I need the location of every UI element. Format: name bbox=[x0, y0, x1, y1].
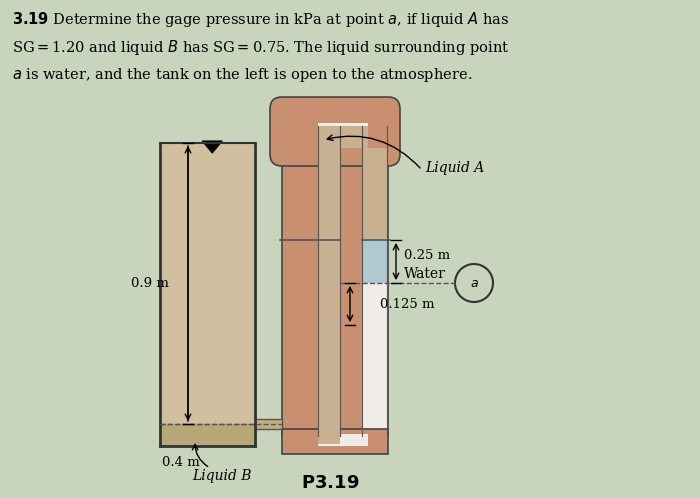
Bar bbox=[318, 148, 340, 436]
Text: 0.4 m: 0.4 m bbox=[162, 456, 200, 469]
Bar bbox=[282, 148, 340, 436]
Text: Water: Water bbox=[404, 266, 446, 280]
Bar bbox=[160, 143, 255, 446]
Bar bbox=[362, 148, 386, 436]
Text: 0.25 m: 0.25 m bbox=[404, 249, 450, 262]
Text: $a$ is water, and the tank on the left is open to the atmosphere.: $a$ is water, and the tank on the left i… bbox=[12, 66, 472, 84]
Text: $a$: $a$ bbox=[470, 276, 478, 289]
FancyBboxPatch shape bbox=[270, 97, 400, 166]
Bar bbox=[318, 126, 368, 148]
Text: Liquid A: Liquid A bbox=[425, 161, 484, 175]
Bar bbox=[318, 434, 368, 446]
Bar bbox=[340, 148, 388, 436]
Text: Liquid B: Liquid B bbox=[192, 469, 251, 483]
Bar bbox=[318, 123, 368, 148]
Text: $\mathbf{3.19}$ Determine the gage pressure in kPa at point $a$, if liquid $A$ h: $\mathbf{3.19}$ Determine the gage press… bbox=[12, 10, 510, 29]
Text: 0.125 m: 0.125 m bbox=[380, 297, 435, 310]
Bar bbox=[362, 148, 386, 240]
Bar bbox=[362, 240, 386, 283]
Text: $\mathbf{P3.19}$: $\mathbf{P3.19}$ bbox=[301, 474, 359, 492]
Bar bbox=[282, 429, 388, 454]
Bar bbox=[160, 424, 255, 446]
Bar bbox=[318, 126, 340, 444]
Text: SG$=$1.20 and liquid $B$ has SG$=$0.75. The liquid surrounding point: SG$=$1.20 and liquid $B$ has SG$=$0.75. … bbox=[12, 38, 510, 57]
Text: 0.9 m: 0.9 m bbox=[131, 277, 169, 290]
Bar bbox=[255, 419, 282, 429]
Polygon shape bbox=[202, 141, 223, 153]
